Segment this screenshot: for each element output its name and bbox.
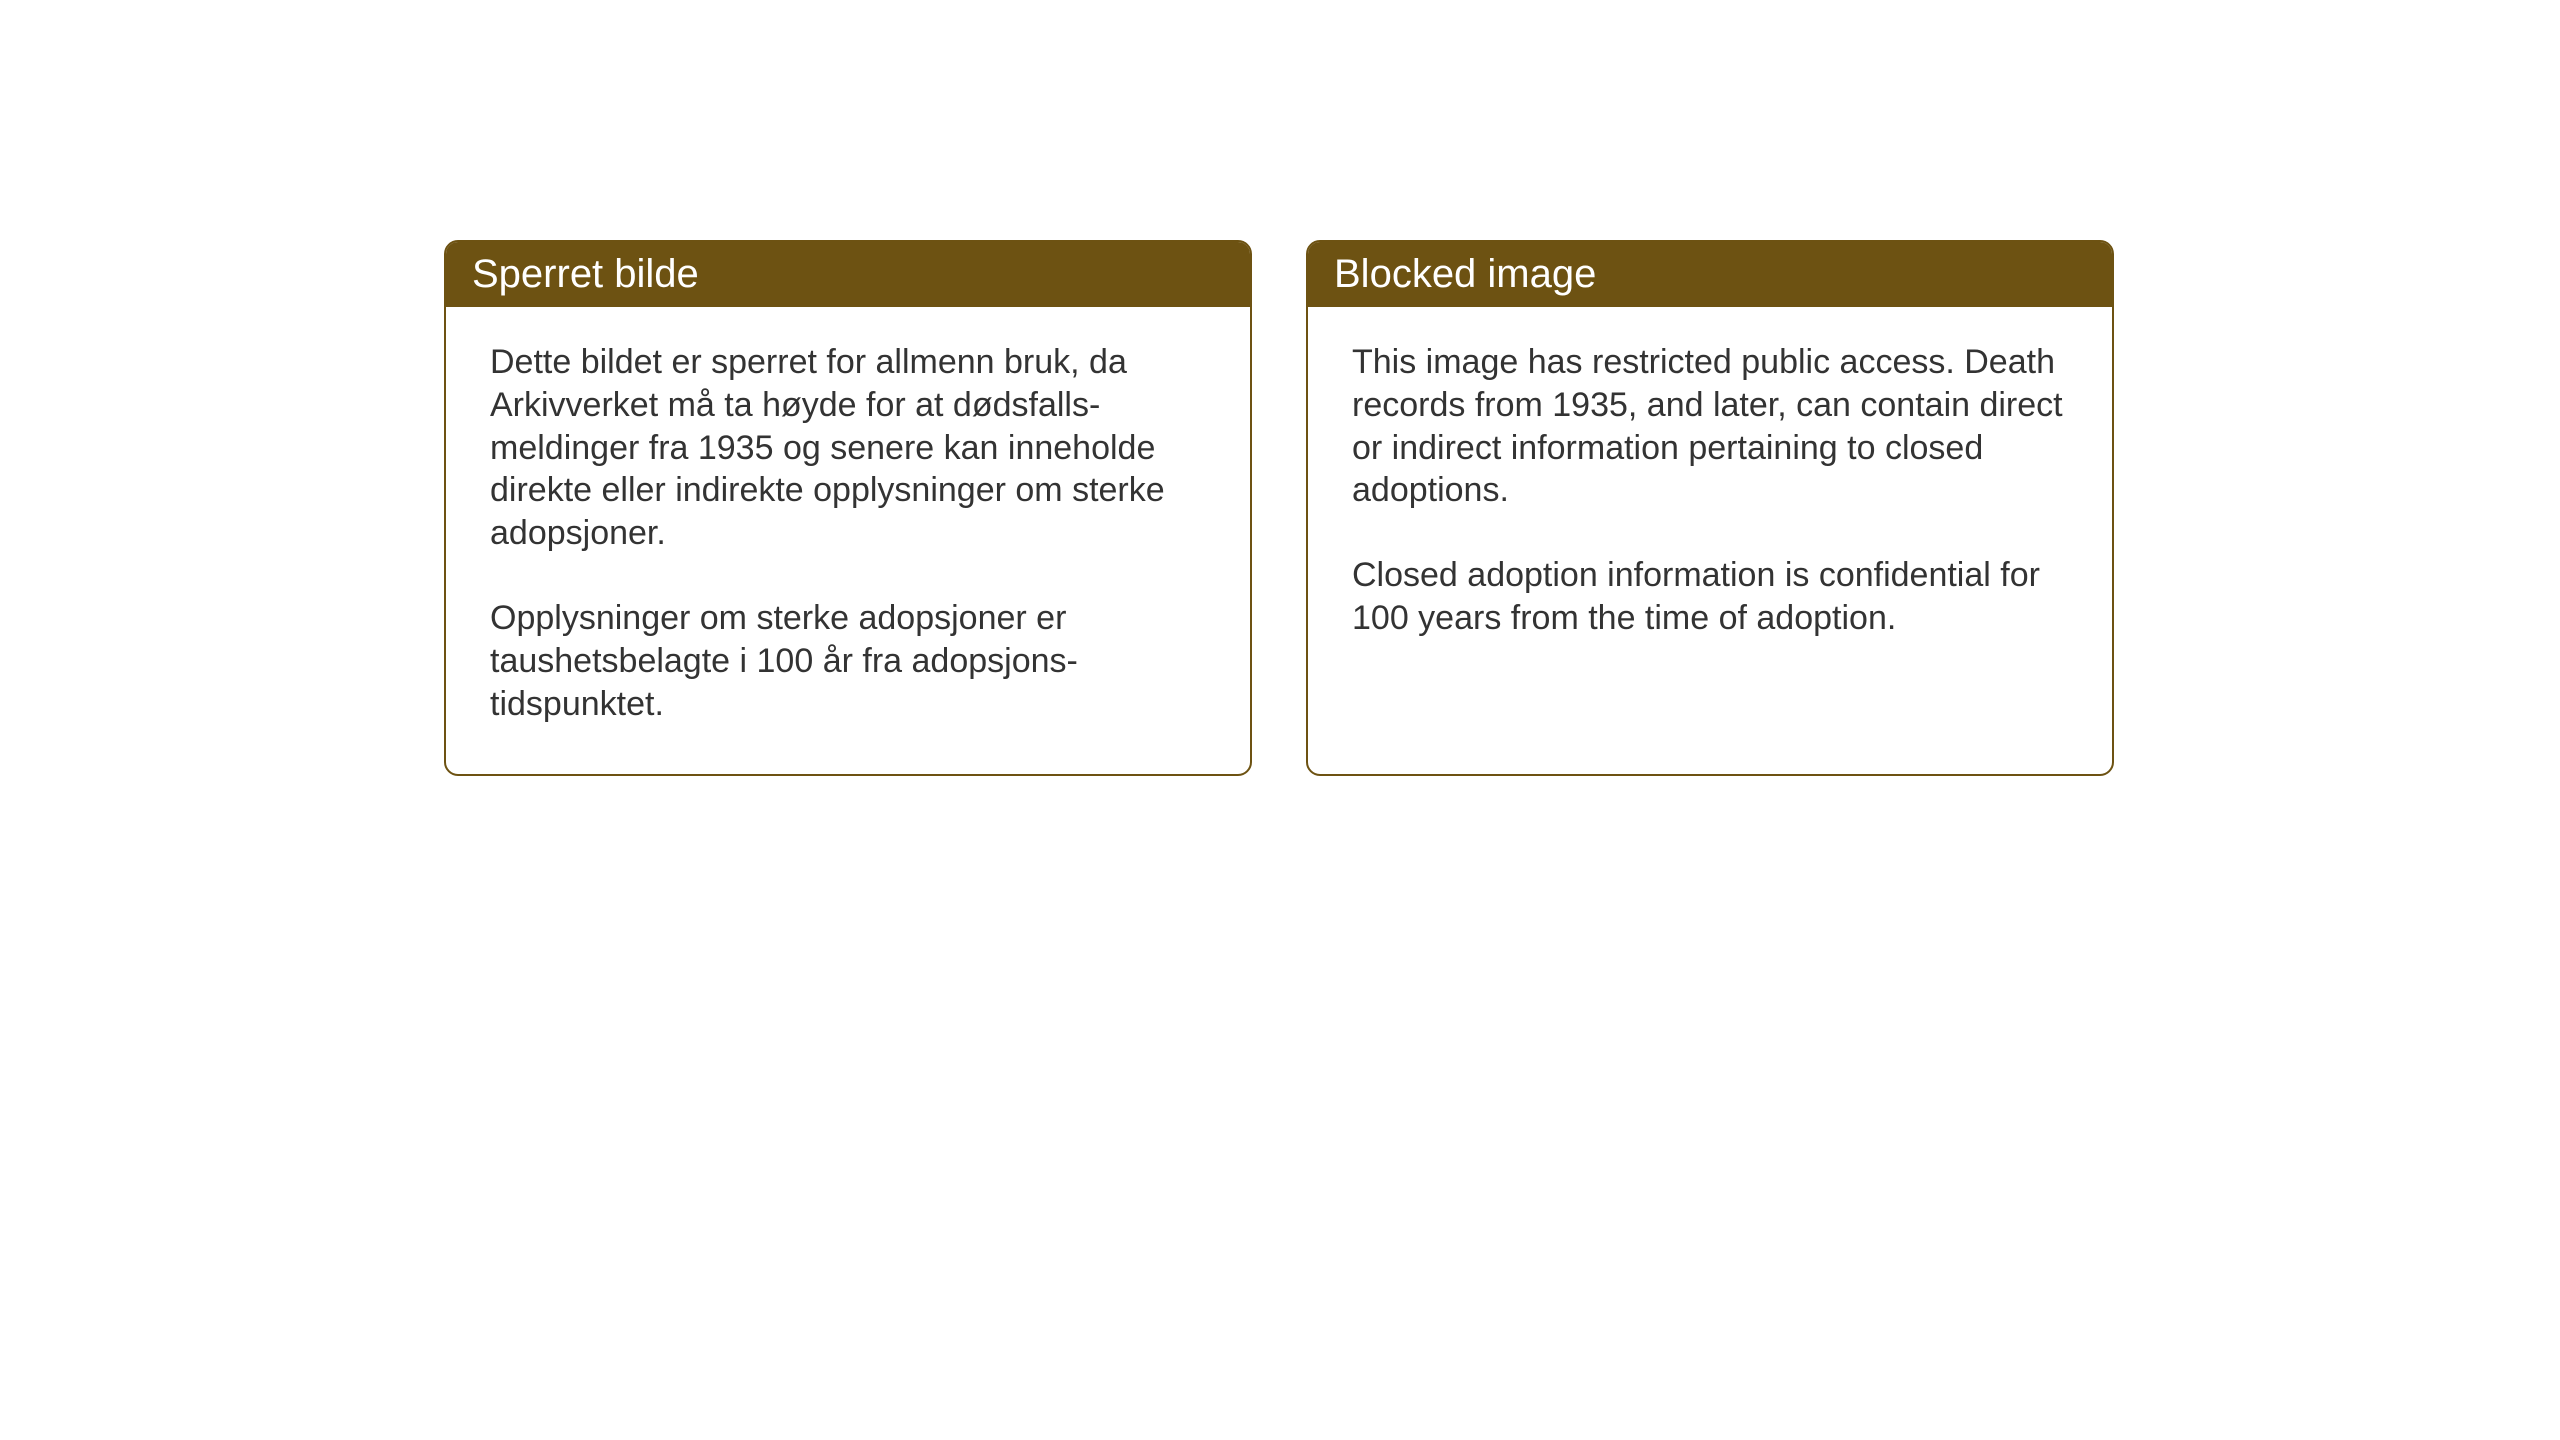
notice-card-english: Blocked image This image has restricted … — [1306, 240, 2114, 776]
card-header-english: Blocked image — [1308, 242, 2112, 307]
card-paragraph-2-english: Closed adoption information is confident… — [1352, 554, 2068, 640]
card-header-norwegian: Sperret bilde — [446, 242, 1250, 307]
notice-card-norwegian: Sperret bilde Dette bildet er sperret fo… — [444, 240, 1252, 776]
card-title-english: Blocked image — [1334, 252, 1596, 296]
card-title-norwegian: Sperret bilde — [472, 252, 699, 296]
card-body-english: This image has restricted public access.… — [1308, 307, 2112, 688]
card-paragraph-1-english: This image has restricted public access.… — [1352, 341, 2068, 512]
card-body-norwegian: Dette bildet er sperret for allmenn bruk… — [446, 307, 1250, 774]
notice-cards-container: Sperret bilde Dette bildet er sperret fo… — [444, 240, 2114, 776]
card-paragraph-2-norwegian: Opplysninger om sterke adopsjoner er tau… — [490, 597, 1206, 725]
card-paragraph-1-norwegian: Dette bildet er sperret for allmenn bruk… — [490, 341, 1206, 555]
